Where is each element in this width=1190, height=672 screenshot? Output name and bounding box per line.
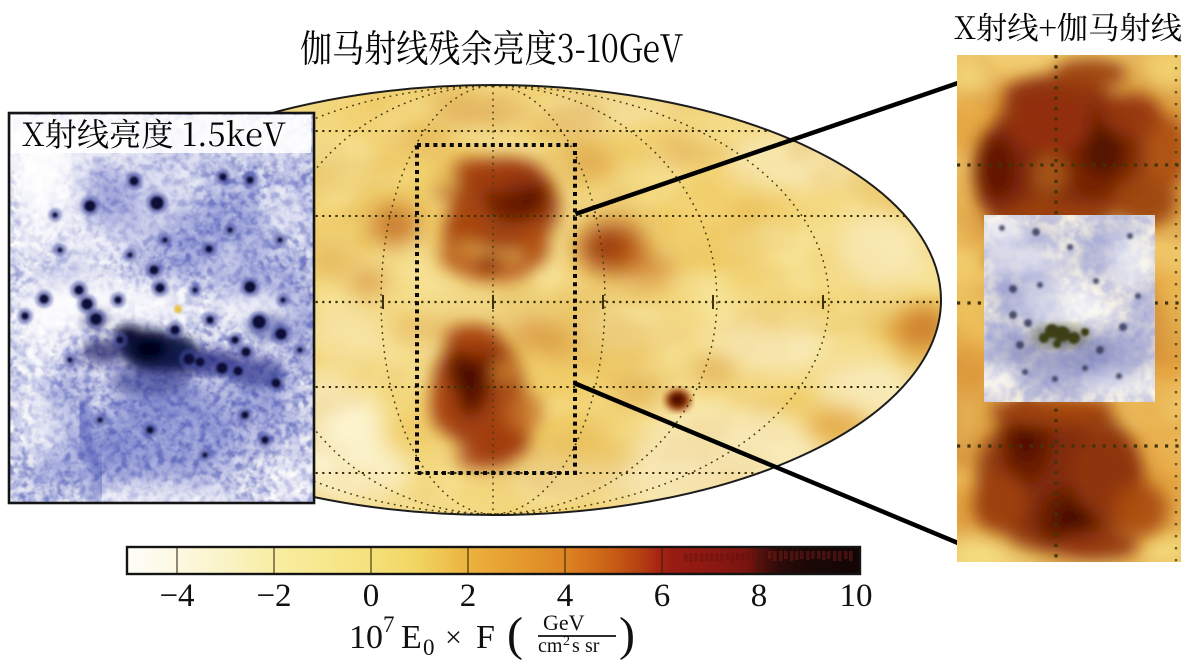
svg-text:−2: −2 [256,578,291,614]
svg-text:10: 10 [349,619,383,656]
svg-text:0: 0 [423,635,435,660]
svg-text:×: × [445,621,462,654]
svg-text:s: s [572,635,580,657]
svg-text:2: 2 [563,634,570,649]
svg-text:GeV: GeV [543,610,585,635]
svg-text:E: E [401,619,422,656]
svg-text:6: 6 [654,578,671,614]
svg-text:cm: cm [538,635,563,657]
svg-text:2: 2 [460,578,477,614]
svg-text:F: F [476,619,495,656]
svg-text:−4: −4 [159,578,194,614]
svg-text:): ) [619,608,635,661]
svg-text:4: 4 [557,578,574,614]
svg-text:(: ( [507,608,523,661]
svg-text:0: 0 [363,578,380,614]
svg-text:8: 8 [751,578,768,614]
svg-text:sr: sr [585,635,600,657]
svg-text:10: 10 [840,578,873,614]
svg-text:7: 7 [383,612,395,637]
